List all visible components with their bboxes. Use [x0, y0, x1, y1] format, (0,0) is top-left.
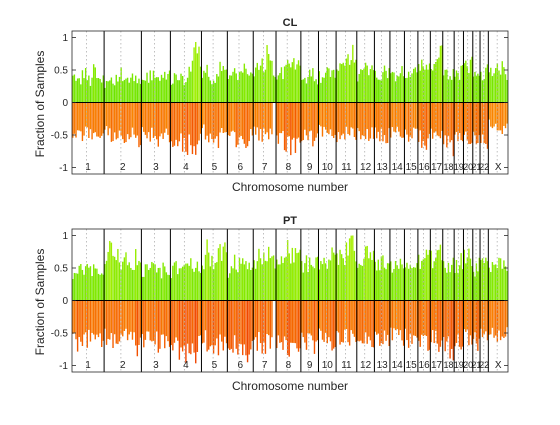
chromosome-label: 2 — [120, 162, 126, 173]
chromosome-label: 16 — [419, 360, 431, 371]
y-tick-label: -0.5 — [51, 131, 69, 142]
y-tick-label: -0.5 — [51, 329, 69, 340]
chromosome-label: 8 — [286, 162, 292, 173]
chromosome-label: 12 — [360, 162, 372, 173]
chromosome-label: 4 — [183, 360, 189, 371]
chromosome-label: 22 — [479, 162, 489, 172]
chromosome-label: 15 — [406, 360, 418, 371]
chart-title: CL — [283, 17, 298, 29]
chromosome-label: 3 — [153, 162, 159, 173]
chromosome-label: 21 — [471, 162, 481, 172]
chromosome-label: 7 — [262, 162, 268, 173]
y-tick-label: 0 — [62, 296, 68, 307]
chromosome-label: 17 — [431, 360, 443, 371]
x-axis-label: Chromosome number — [232, 379, 348, 393]
chromosome-label: 13 — [377, 360, 389, 371]
chromosome-label: 4 — [183, 162, 189, 173]
chromosome-label: 11 — [341, 162, 352, 173]
chromosome-label: 1 — [85, 162, 91, 173]
chromosome-label: 13 — [377, 162, 389, 173]
chromosome-label: 17 — [431, 162, 443, 173]
chromosome-label: 6 — [238, 360, 244, 371]
chromosome-label: 8 — [286, 360, 292, 371]
chromosome-label: 20 — [463, 162, 473, 172]
chromosome-label: 18 — [443, 360, 453, 370]
chromosome-label: 14 — [392, 162, 404, 173]
chromosome-label: 6 — [238, 162, 244, 173]
chromosome-label: 9 — [307, 360, 313, 371]
chromosome-label: 9 — [307, 162, 313, 173]
y-tick-label: 1 — [62, 33, 68, 44]
chromosome-label: 19 — [454, 360, 464, 370]
chromosome-label: 18 — [443, 162, 453, 172]
chromosome-label: 3 — [153, 360, 159, 371]
chromosome-label: X — [495, 162, 502, 173]
y-axis-label: Fraction of Samples — [33, 51, 47, 158]
chromosome-label: 10 — [322, 360, 334, 371]
chromosome-label: 14 — [392, 360, 404, 371]
chromosome-label: X — [495, 360, 502, 371]
chart-title: PT — [283, 215, 297, 227]
chromosome-label: 5 — [212, 360, 218, 371]
chromosome-label: 15 — [406, 162, 418, 173]
chromosome-label: 16 — [419, 162, 431, 173]
chromosome-label: 10 — [322, 162, 334, 173]
chromosome-label: 11 — [341, 360, 352, 371]
chromosome-label: 20 — [463, 360, 473, 370]
chromosome-label: 7 — [262, 360, 268, 371]
chromosome-label: 1 — [85, 360, 91, 371]
y-axis-label: Fraction of Samples — [33, 249, 47, 356]
chromosome-label: 12 — [360, 360, 372, 371]
y-tick-label: -1 — [59, 361, 68, 372]
chromosome-label: 5 — [212, 162, 218, 173]
y-tick-label: 0 — [62, 98, 68, 109]
chart-panel-cl: CL Fraction of Samples Chromosome number… — [33, 17, 509, 194]
chromosome-label: 2 — [120, 360, 126, 371]
y-tick-label: -1 — [59, 163, 68, 174]
chart-panel-pt: PT Fraction of Samples Chromosome number… — [33, 215, 509, 393]
chromosome-label: 22 — [479, 360, 489, 370]
chromosome-label: 19 — [454, 162, 464, 172]
x-axis-label: Chromosome number — [232, 180, 348, 194]
y-tick-label: 1 — [62, 231, 68, 242]
y-tick-label: 0.5 — [54, 66, 68, 77]
y-tick-label: 0.5 — [54, 264, 68, 275]
chromosome-label: 21 — [471, 360, 481, 370]
